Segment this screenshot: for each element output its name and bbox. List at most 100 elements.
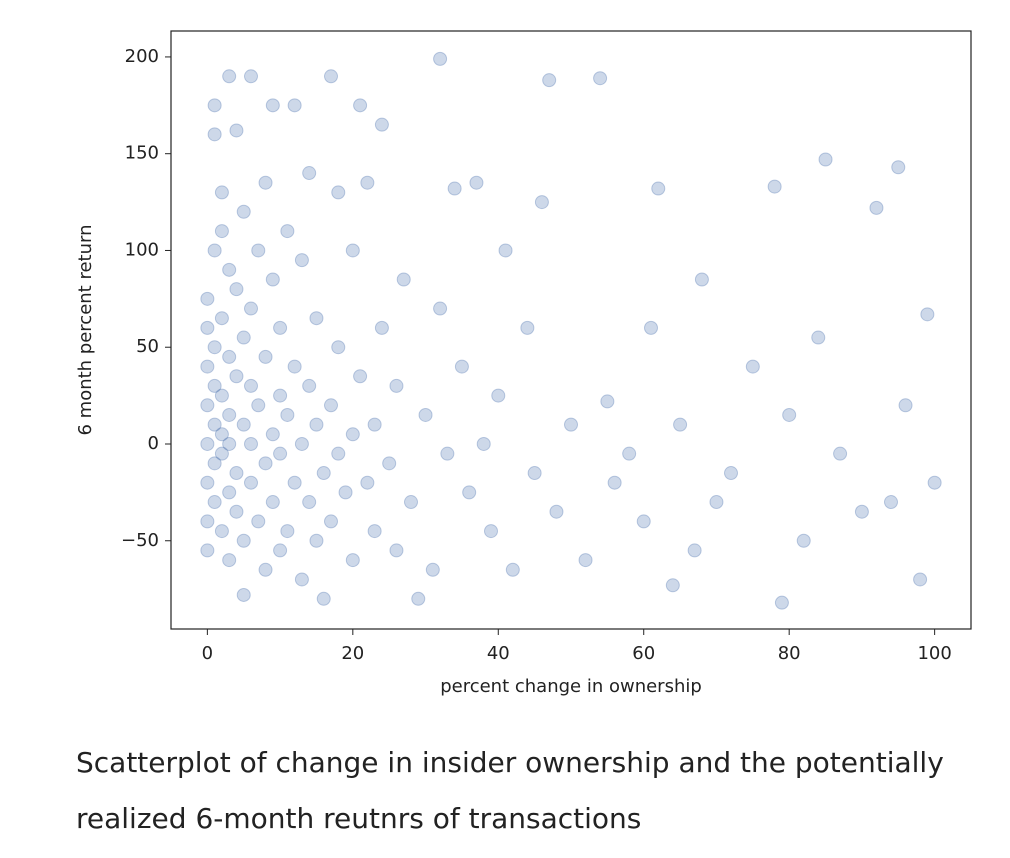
point bbox=[396, 272, 411, 287]
point bbox=[811, 330, 826, 345]
point bbox=[345, 427, 360, 442]
point bbox=[207, 340, 222, 355]
point bbox=[229, 369, 244, 384]
point bbox=[644, 320, 658, 335]
point bbox=[709, 495, 724, 510]
point bbox=[818, 152, 833, 167]
point bbox=[207, 98, 222, 113]
point bbox=[440, 446, 455, 461]
y-tick-label: −50 bbox=[121, 530, 159, 551]
point bbox=[891, 160, 906, 175]
point bbox=[454, 359, 469, 374]
point bbox=[273, 543, 288, 558]
point bbox=[309, 417, 324, 432]
point bbox=[324, 69, 338, 84]
point bbox=[200, 543, 215, 558]
point bbox=[833, 446, 848, 461]
point bbox=[222, 553, 237, 568]
point bbox=[280, 407, 295, 422]
point bbox=[622, 446, 637, 461]
point bbox=[265, 272, 280, 287]
point bbox=[236, 204, 251, 219]
point bbox=[316, 591, 331, 606]
point bbox=[200, 291, 215, 306]
point bbox=[229, 504, 244, 519]
point bbox=[404, 495, 418, 510]
point bbox=[324, 398, 338, 413]
point bbox=[724, 466, 738, 481]
point bbox=[854, 504, 869, 519]
point bbox=[491, 388, 506, 403]
point bbox=[222, 262, 237, 277]
x-tick-label: 40 bbox=[487, 643, 510, 664]
point bbox=[309, 311, 324, 326]
point bbox=[796, 533, 811, 548]
x-axis-label: percent change in ownership bbox=[440, 676, 702, 697]
point bbox=[433, 51, 448, 66]
point bbox=[222, 407, 237, 422]
point bbox=[673, 417, 688, 432]
point bbox=[244, 69, 258, 84]
x-tick-label: 100 bbox=[917, 643, 951, 664]
point bbox=[433, 301, 448, 316]
point bbox=[265, 98, 280, 113]
point bbox=[200, 398, 215, 413]
point bbox=[447, 181, 462, 196]
point bbox=[222, 349, 237, 364]
point bbox=[273, 446, 288, 461]
point bbox=[389, 543, 404, 558]
point bbox=[207, 495, 222, 510]
point bbox=[214, 427, 229, 442]
point bbox=[302, 495, 317, 510]
point bbox=[564, 417, 578, 432]
point bbox=[665, 578, 680, 593]
point bbox=[200, 320, 215, 335]
point bbox=[251, 514, 266, 529]
point bbox=[302, 378, 317, 393]
point bbox=[294, 436, 309, 451]
point bbox=[636, 514, 651, 529]
point bbox=[411, 591, 426, 606]
point bbox=[265, 495, 280, 510]
point bbox=[927, 475, 942, 490]
y-tick-label: 50 bbox=[136, 336, 159, 357]
point bbox=[244, 301, 258, 316]
point bbox=[287, 359, 302, 374]
point bbox=[534, 195, 549, 210]
point bbox=[898, 398, 913, 413]
point bbox=[302, 166, 317, 181]
point bbox=[687, 543, 702, 558]
point bbox=[578, 553, 593, 568]
point bbox=[294, 572, 309, 587]
point bbox=[251, 398, 266, 413]
point bbox=[280, 224, 295, 239]
point bbox=[200, 514, 215, 529]
point bbox=[869, 200, 884, 215]
point bbox=[920, 307, 935, 322]
point bbox=[774, 595, 789, 610]
caption: Scatterplot of change in insider ownersh… bbox=[76, 746, 944, 835]
point bbox=[236, 587, 251, 602]
point bbox=[767, 179, 782, 194]
point bbox=[214, 224, 229, 239]
point bbox=[280, 524, 295, 539]
point bbox=[207, 378, 222, 393]
point bbox=[251, 243, 266, 258]
point bbox=[214, 388, 229, 403]
point bbox=[374, 320, 389, 335]
point bbox=[294, 253, 309, 268]
point bbox=[200, 436, 215, 451]
point bbox=[425, 562, 440, 577]
point bbox=[476, 436, 491, 451]
point bbox=[214, 185, 229, 200]
point bbox=[331, 340, 346, 355]
x-tick-label: 0 bbox=[202, 643, 213, 664]
point bbox=[244, 475, 258, 490]
y-tick-label: 100 bbox=[125, 239, 159, 260]
point bbox=[244, 436, 258, 451]
point bbox=[236, 330, 251, 345]
point bbox=[484, 524, 498, 539]
point bbox=[273, 388, 288, 403]
x-tick-label: 60 bbox=[632, 643, 655, 664]
